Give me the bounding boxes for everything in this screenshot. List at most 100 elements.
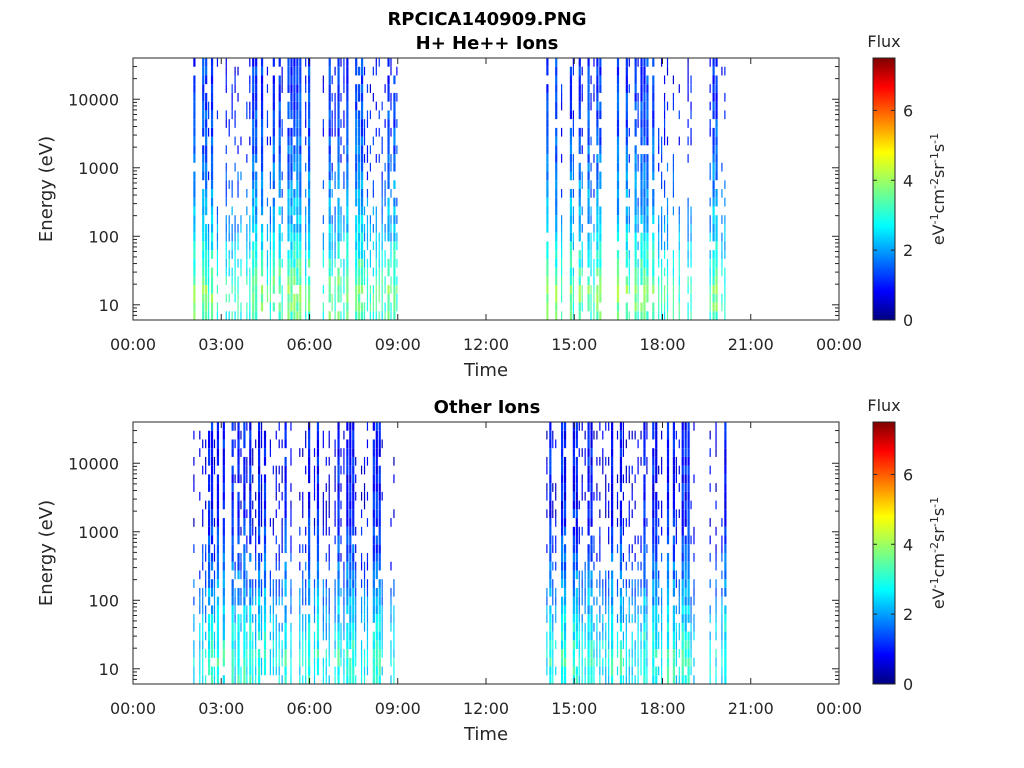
spectrogram-cell — [390, 127, 392, 137]
spectrogram-cell — [572, 110, 574, 120]
spectrogram-cell — [284, 649, 287, 658]
spectrogram-cell — [681, 587, 684, 597]
spectrogram-cell — [616, 311, 620, 320]
spectrogram-cell — [546, 587, 548, 597]
spectrogram-cell — [599, 666, 601, 676]
spectrogram-cell — [709, 250, 711, 259]
spectrogram-cell — [255, 509, 257, 519]
spectrogram-cell — [352, 500, 355, 510]
spectrogram-cell — [255, 58, 258, 67]
spectrogram-cell — [334, 579, 336, 588]
spectrogram-cell — [328, 154, 331, 163]
spectrogram-cell — [308, 439, 311, 449]
spectrogram-cell — [349, 439, 352, 449]
spectrogram-cell — [661, 587, 663, 597]
spectrogram-cell — [278, 241, 281, 251]
spectrogram-cell — [216, 285, 219, 294]
spectrogram-cell — [596, 215, 599, 224]
spectrogram-cell — [205, 605, 207, 615]
spectrogram-cell — [284, 631, 287, 641]
spectrogram-cell — [619, 640, 623, 650]
spectrogram-cell — [687, 518, 690, 527]
spectrogram-cell — [625, 276, 628, 286]
spectrogram-cell — [205, 232, 208, 242]
spectrogram-cell — [328, 241, 331, 251]
spectrogram-cell — [663, 302, 666, 312]
spectrogram-cell — [252, 258, 255, 268]
spectrogram-cell — [666, 302, 669, 312]
spectrogram-cell — [363, 596, 366, 606]
spectrogram-cell — [381, 285, 383, 294]
spectrogram-cell — [287, 127, 290, 137]
spectrogram-cell — [269, 311, 271, 320]
spectrogram-cell — [672, 448, 675, 457]
spectrogram-cell — [602, 430, 604, 440]
spectrogram-cell — [222, 483, 225, 492]
spectrogram-cell — [225, 276, 227, 286]
spectrogram-cell — [578, 66, 581, 76]
spectrogram-cell — [724, 561, 727, 571]
spectrogram-cell — [549, 509, 552, 519]
spectrogram-cell — [272, 614, 274, 623]
spectrogram-cell — [308, 215, 311, 224]
y-axis-label: Energy (eV) — [36, 500, 57, 606]
spectrogram-cell — [231, 640, 234, 650]
spectrogram-cell — [278, 136, 281, 146]
spectrogram-cell — [334, 285, 336, 294]
spectrogram-cell — [643, 119, 646, 128]
spectrogram-cell — [637, 119, 639, 128]
spectrogram-cell — [308, 110, 311, 120]
spectrogram-cell — [296, 223, 299, 233]
spectrogram-cell — [216, 666, 220, 676]
spectrogram-cell — [349, 605, 352, 615]
spectrogram-cell — [290, 171, 293, 181]
spectrogram-cell — [715, 258, 718, 268]
spectrogram-cell — [575, 474, 578, 484]
spectrogram-cell — [260, 189, 264, 198]
spectrogram-cell — [375, 587, 378, 597]
spectrogram-cell — [340, 535, 342, 545]
spectrogram-cell — [652, 649, 655, 658]
spectrogram-cell — [346, 544, 349, 553]
spectrogram-cell — [293, 127, 296, 137]
spectrogram-cell — [299, 561, 301, 571]
spectrogram-cell — [652, 422, 655, 431]
spectrogram-cell — [349, 544, 352, 553]
spectrogram-cell — [396, 119, 398, 128]
spectrogram-cell — [643, 509, 646, 519]
spectrogram-cell — [652, 666, 655, 676]
spectrogram-cell — [337, 215, 340, 224]
spectrogram-cell — [581, 448, 583, 457]
spectrogram-cell — [381, 276, 383, 286]
spectrogram-cell — [637, 675, 639, 684]
spectrogram-cell — [561, 448, 564, 457]
spectrogram-cell — [346, 267, 349, 277]
spectrogram-cell — [358, 162, 361, 172]
spectrogram-cell — [599, 136, 602, 146]
spectrogram-cell — [246, 422, 248, 431]
spectrogram-cell — [360, 579, 363, 588]
spectrogram-cell — [724, 422, 727, 431]
spectrogram-cell — [619, 526, 623, 536]
spectrogram-cell — [572, 605, 575, 615]
spectrogram-cell — [590, 456, 593, 466]
spectrogram-cell — [316, 526, 320, 536]
spectrogram-cell — [622, 491, 624, 501]
spectrogram-cell — [666, 518, 670, 527]
spectrogram-cell — [561, 474, 564, 484]
spectrogram-cell — [281, 232, 283, 242]
spectrogram-cell — [587, 92, 590, 102]
spectrogram-cell — [360, 145, 364, 155]
spectrogram-cell — [555, 293, 558, 303]
spectrogram-cell — [366, 587, 369, 597]
spectrogram-cell — [652, 154, 655, 163]
spectrogram-cell — [561, 631, 564, 641]
spectrogram-cell — [693, 535, 695, 545]
spectrogram-cell — [290, 232, 293, 242]
spectrogram-cell — [272, 171, 275, 181]
spectrogram-cell — [249, 302, 251, 312]
spectrogram-cell — [346, 535, 349, 545]
spectrogram-cell — [308, 232, 311, 242]
spectrogram-cell — [208, 293, 210, 303]
spectrogram-cell — [622, 596, 624, 606]
